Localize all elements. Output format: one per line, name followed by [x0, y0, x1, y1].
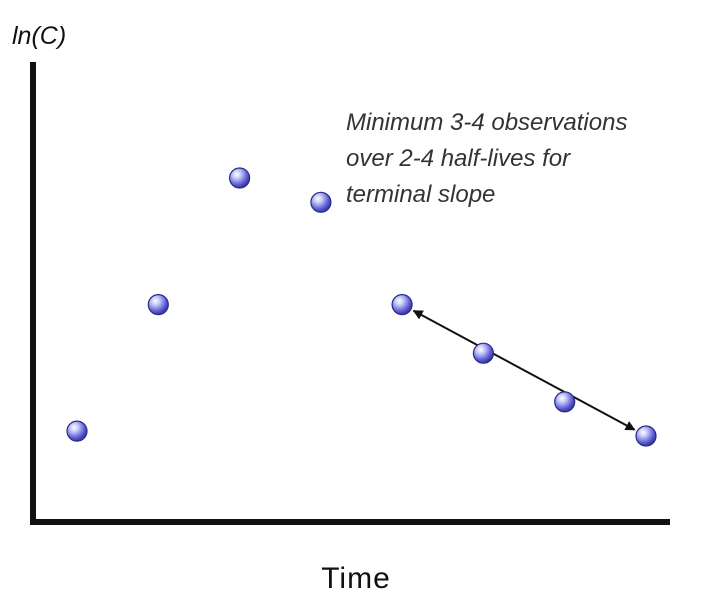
annotation-line-2: over 2-4 half-lives for	[346, 145, 571, 172]
data-point-1	[66, 420, 88, 442]
terminal-slope-arrow	[412, 309, 636, 431]
data-points	[66, 167, 657, 447]
annotation-line-3: terminal slope	[346, 181, 495, 208]
data-point-5	[391, 294, 413, 316]
data-point-8	[635, 425, 657, 447]
data-point-6	[472, 342, 494, 364]
data-point-7	[554, 391, 576, 413]
data-point-2	[147, 294, 169, 316]
x-axis-label: Time	[321, 562, 391, 595]
annotation-line-1: Minimum 3-4 observations	[346, 109, 627, 136]
data-point-3	[229, 167, 251, 189]
data-point-4	[310, 191, 332, 213]
y-axis-label: ln(C)	[12, 22, 66, 50]
